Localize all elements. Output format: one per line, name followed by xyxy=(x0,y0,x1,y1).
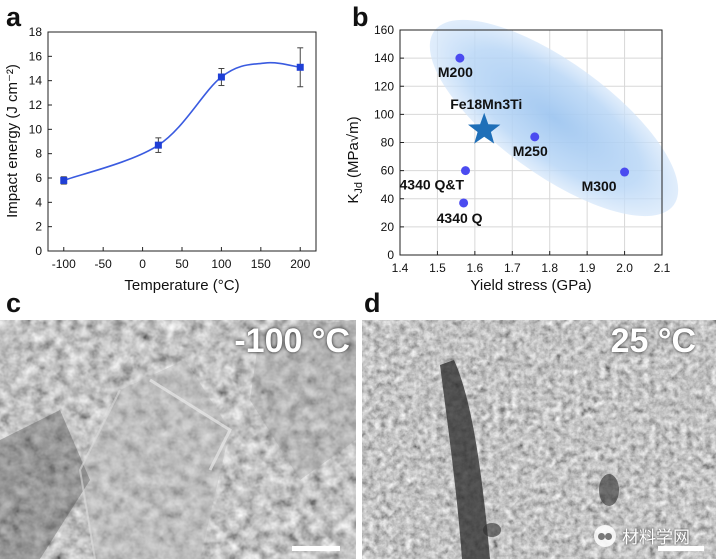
chart-a-xtick-label: 150 xyxy=(251,257,271,271)
chart-b-ytick-label: 60 xyxy=(381,164,395,178)
panel-letter-c: c xyxy=(6,288,22,318)
chart-b-highlight-ellipse xyxy=(429,19,679,217)
chart-impact-energy: -100 -50 0 50 100 150 200 0 2 4 6 8 10 12 14 16 18 Temp… xyxy=(4,25,317,294)
chart-b-point-label: M250 xyxy=(513,143,548,159)
chart-b-xtick-label: 2.1 xyxy=(654,261,671,275)
chart-b-point xyxy=(461,166,470,176)
chart-a-frame xyxy=(47,31,317,252)
chart-toughness-vs-yield: 1.4 1.5 1.6 1.7 1.8 1.9 2.0 2.1 0 20 40 60 80 100 120… xyxy=(345,19,679,294)
chart-b-xtick-label: 2.0 xyxy=(616,261,633,275)
chart-a-ytick-label: 10 xyxy=(29,122,43,136)
chart-a-point xyxy=(154,141,162,149)
chart-b-point-label: 4340 Q xyxy=(437,210,483,226)
chart-a-xtick-label: 0 xyxy=(139,257,146,271)
chart-a-ytick-label: 12 xyxy=(29,98,43,112)
sem-texture-d xyxy=(362,320,716,559)
chart-a-ytick-label: 4 xyxy=(35,195,42,209)
chart-a-ytick-label: 14 xyxy=(29,74,43,88)
chart-a-ytick-label: 16 xyxy=(29,49,43,63)
sem-c-temperature-label: -100 °C xyxy=(234,322,350,360)
chart-b-xtick-label: 1.4 xyxy=(392,261,409,275)
wechat-logo-icon xyxy=(594,524,616,547)
chart-b-point xyxy=(455,53,465,63)
chart-b-ytick-label: 40 xyxy=(381,192,395,206)
chart-b-point xyxy=(530,132,540,142)
chart-b-ytick-label: 0 xyxy=(387,248,394,262)
chart-b-point-label: M300 xyxy=(582,178,617,194)
chart-b-xtick-label: 1.8 xyxy=(541,261,558,275)
sem-image-c: -100 °C xyxy=(0,320,356,559)
sem-d-scale-bar xyxy=(658,546,704,551)
chart-a-xlabel: Temperature (°C) xyxy=(124,277,239,294)
sem-image-d: 25 °C 材料学网 xyxy=(362,320,716,559)
watermark: 材料学网 xyxy=(594,523,690,548)
chart-a-ytick-label: 18 xyxy=(29,25,43,39)
chart-a-xtick-label: 100 xyxy=(211,257,231,271)
chart-b-xtick-label: 1.9 xyxy=(579,261,596,275)
chart-b-ytick-label: 80 xyxy=(381,136,395,150)
sem-c-scale-bar xyxy=(292,546,340,551)
svg-text:KJd(MPa√m): KJd(MPa√m) xyxy=(345,116,365,203)
chart-b-star-label: Fe18Mn3Ti xyxy=(450,96,522,112)
watermark-text: 材料学网 xyxy=(622,528,690,548)
chart-b-xtick-label: 1.5 xyxy=(429,261,446,275)
chart-b-star-marker xyxy=(468,112,501,144)
chart-b-xlabel: Yield stress (GPa) xyxy=(470,277,591,294)
chart-a-fit-curve xyxy=(63,61,301,182)
chart-b-ytick-label: 140 xyxy=(374,51,394,65)
chart-a-ytick-label: 0 xyxy=(35,244,42,258)
chart-a-point xyxy=(296,63,304,71)
sem-d-temperature-label: 25 °C xyxy=(610,322,696,360)
chart-b-point xyxy=(620,167,630,177)
chart-a-ytick-label: 6 xyxy=(35,171,42,185)
panel-letter-a: a xyxy=(6,2,22,32)
chart-b-ylabel: KJd(MPa√m) xyxy=(345,116,365,203)
chart-a-point xyxy=(60,176,68,184)
chart-a-ytick-label: 8 xyxy=(35,147,42,161)
sem-texture-c xyxy=(0,320,356,559)
chart-b-xtick-label: 1.6 xyxy=(467,261,484,275)
chart-a-ylabel: Impact energy (J cm⁻²) xyxy=(4,64,21,218)
chart-b-xtick-label: 1.7 xyxy=(504,261,521,275)
chart-b-point-label: M200 xyxy=(438,64,473,80)
panel-letter-d: d xyxy=(364,288,381,318)
chart-a-xtick-label: 50 xyxy=(175,257,189,271)
chart-b-ytick-label: 120 xyxy=(374,79,394,93)
chart-b-ytick-label: 20 xyxy=(381,220,395,234)
panel-letter-b: b xyxy=(352,2,369,32)
chart-a-ytick-label: 2 xyxy=(35,220,42,234)
chart-b-point-label: 4340 Q&T xyxy=(400,177,465,193)
chart-a-xtick-label: -50 xyxy=(95,257,113,271)
chart-a-xtick-label: 200 xyxy=(290,257,310,271)
chart-b-ytick-label: 100 xyxy=(374,107,394,121)
chart-b-ytick-label: 160 xyxy=(374,23,394,37)
chart-a-point xyxy=(217,73,225,81)
chart-b-point xyxy=(459,198,469,208)
chart-a-xtick-label: -100 xyxy=(52,257,76,271)
